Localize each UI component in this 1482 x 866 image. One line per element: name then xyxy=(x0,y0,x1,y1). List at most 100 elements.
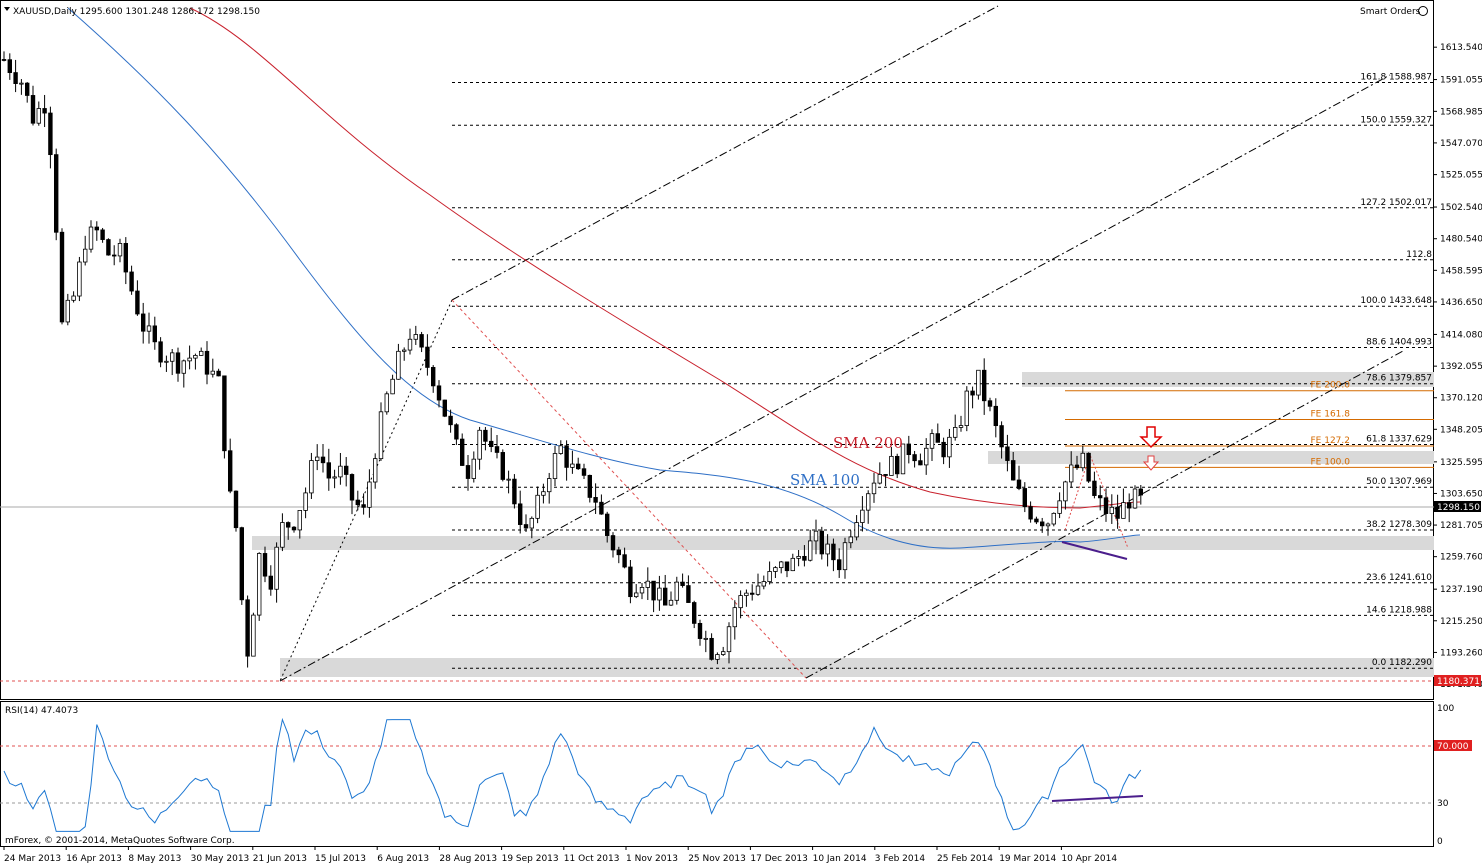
x-tick-label: 3 Feb 2014 xyxy=(875,854,926,864)
candle-body xyxy=(129,271,134,292)
candle-body xyxy=(332,476,337,479)
candle-body xyxy=(697,622,703,639)
candle-body xyxy=(222,375,227,452)
candle-body xyxy=(976,369,981,396)
candle-body xyxy=(610,535,616,551)
candle-body xyxy=(808,540,813,561)
candle-body xyxy=(94,226,99,231)
candle-body xyxy=(558,445,563,454)
candle-body xyxy=(274,546,279,590)
candle-body xyxy=(755,585,761,595)
smart-orders-smile-icon[interactable] xyxy=(1418,6,1428,16)
candle-body xyxy=(1040,521,1045,527)
candle-body xyxy=(964,390,969,426)
candle-body xyxy=(71,295,76,301)
candle-body xyxy=(1138,488,1143,496)
candle-body xyxy=(42,108,47,114)
smart-orders-label[interactable]: Smart Orders xyxy=(1360,7,1421,17)
candle-body xyxy=(390,378,395,395)
candle-body xyxy=(30,95,36,124)
candle-body xyxy=(825,543,830,555)
candle-body xyxy=(819,530,824,555)
candle-body xyxy=(587,474,592,498)
x-tick-label: 15 Jul 2013 xyxy=(315,854,366,864)
candle-body xyxy=(256,553,262,616)
x-tick-label: 25 Feb 2014 xyxy=(937,854,993,864)
candle-body xyxy=(541,491,546,496)
candle-body xyxy=(1,59,7,61)
y-tick-label: 1568.985 xyxy=(1440,107,1482,117)
candle-body xyxy=(1098,495,1103,499)
candle-body xyxy=(703,637,708,640)
candle-body xyxy=(407,338,413,351)
candle-body xyxy=(512,478,517,505)
candle-body xyxy=(616,549,621,556)
candle-body xyxy=(123,243,128,273)
candle-body xyxy=(842,542,848,571)
candle-body xyxy=(947,436,952,458)
candle-body xyxy=(645,580,650,588)
candle-body xyxy=(54,154,59,233)
candle-body xyxy=(564,445,569,468)
chart-menu-icon[interactable] xyxy=(4,7,10,11)
y-tick-label: 1480.540 xyxy=(1440,235,1482,245)
candle-body xyxy=(1051,512,1056,525)
candle-body xyxy=(999,425,1004,448)
candle-body xyxy=(384,393,389,413)
candle-body xyxy=(802,555,807,561)
candle-body xyxy=(547,478,552,493)
candle-body xyxy=(784,561,790,572)
candle-body xyxy=(239,527,244,601)
fib-label: 78.6 1379.857 xyxy=(1366,374,1432,384)
candle-body xyxy=(158,341,163,363)
candle-body xyxy=(436,385,442,401)
candle-body xyxy=(198,350,204,356)
candle-body xyxy=(1057,500,1062,514)
y-tick-label: 1259.760 xyxy=(1440,553,1482,563)
candle-body xyxy=(442,399,447,417)
fib-label: 100.0 1433.648 xyxy=(1360,296,1432,306)
x-tick-label: 19 Mar 2014 xyxy=(999,854,1056,864)
candle-body xyxy=(181,360,186,374)
candle-body xyxy=(152,325,157,343)
candle-body xyxy=(112,254,117,257)
target-arrow-icon xyxy=(1142,455,1160,471)
candle-body xyxy=(378,411,384,460)
candle-body xyxy=(361,504,366,508)
candle-body xyxy=(831,543,836,561)
candle-body xyxy=(326,462,331,479)
candle-body xyxy=(100,229,105,240)
candle-body xyxy=(692,602,697,624)
candle-body xyxy=(761,581,766,587)
candle-body xyxy=(83,248,88,263)
y-tick-label: 1613.540 xyxy=(1440,43,1482,53)
zone-upper-mid xyxy=(988,451,1434,464)
x-tick-label: 10 Apr 2014 xyxy=(1061,854,1117,864)
candle-body xyxy=(854,522,859,538)
candle-body xyxy=(483,429,488,442)
candle-body xyxy=(413,334,418,340)
candle-body xyxy=(465,465,471,479)
fibonacci-expansion-levels: FE 200.0 FE 161.8 FE 127.2 FE 100.0 xyxy=(1065,381,1434,468)
fib-label: 50.0 1307.969 xyxy=(1366,477,1432,487)
candle-body xyxy=(349,474,355,501)
candle-body xyxy=(430,367,436,387)
candle-body xyxy=(314,456,320,461)
time-axis: 24 Mar 2013 16 Apr 2013 8 May 2013 30 May 2… xyxy=(3,846,1117,864)
candle-body xyxy=(459,438,465,466)
candle-body xyxy=(262,553,268,577)
candle-body xyxy=(709,637,714,660)
candle-body xyxy=(1069,464,1074,483)
y-tick-label: 1436.650 xyxy=(1440,298,1482,308)
candle-body xyxy=(918,460,923,466)
candle-body xyxy=(1121,502,1126,519)
candle-body xyxy=(419,334,424,348)
y-tick-label: 1370.120 xyxy=(1440,394,1482,404)
candle-body xyxy=(1103,497,1109,514)
zone-bottom xyxy=(280,658,1434,677)
fib-label: 23.6 1241.610 xyxy=(1366,573,1432,583)
y-tick-label: 1193.260 xyxy=(1440,648,1482,658)
sr-zones xyxy=(252,372,1434,677)
low-price-tag: 1180.371 xyxy=(1434,675,1481,687)
candle-body xyxy=(518,503,523,525)
